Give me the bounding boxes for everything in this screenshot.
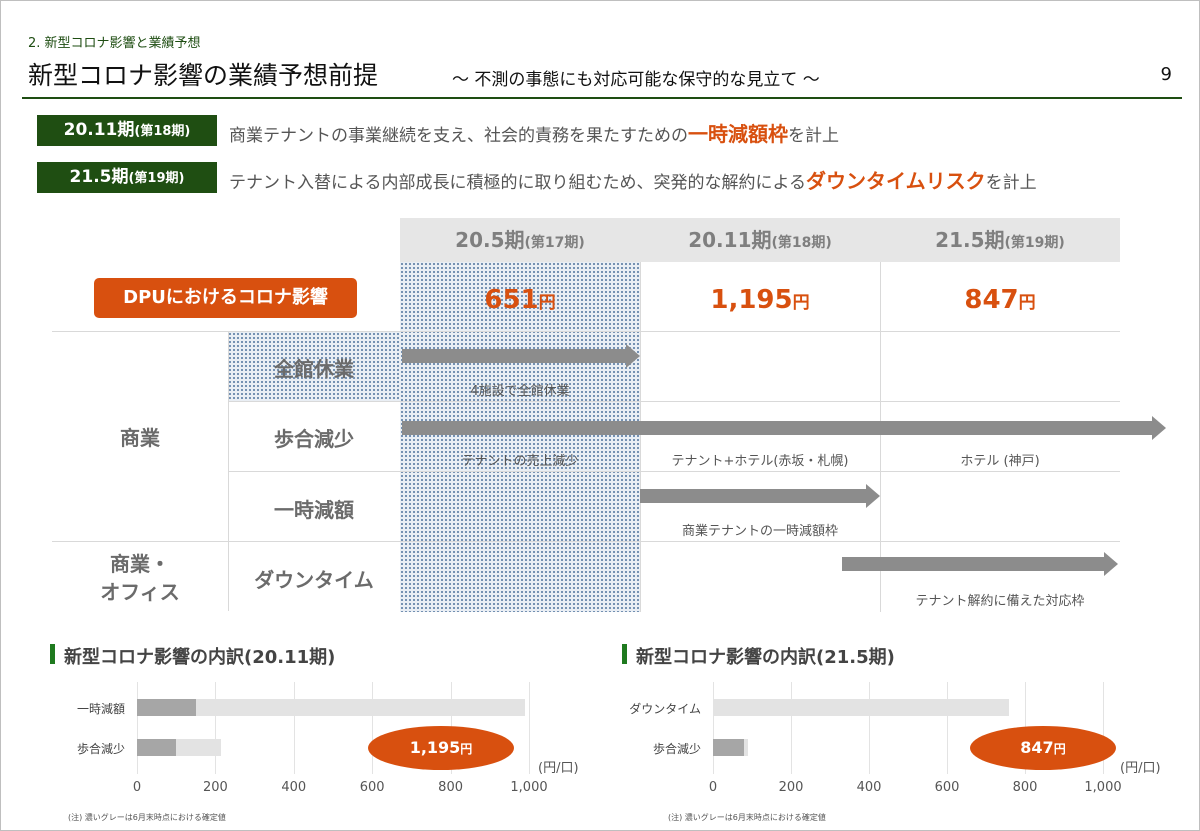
x-tick-label: 1,000 (1084, 780, 1122, 795)
x-tick-label: 800 (1012, 780, 1038, 795)
arrow-closure (402, 349, 626, 363)
col-header-19: 21.5期(第19期) (935, 228, 1065, 252)
page-subtitle: ～ 不測の事態にも対応可能な保守的な見立て ～ (452, 70, 820, 90)
caption-rent-drop-17: テナントの売上減少 (461, 454, 579, 469)
bar-segment (137, 699, 196, 716)
arrow-head (866, 484, 880, 508)
breakdown-marker (50, 644, 55, 664)
row-label-temp-reduction: 一時減額 (274, 498, 354, 522)
group-commercial-office: 商業・ オフィス (100, 552, 180, 604)
unit-label: (円/口) (538, 761, 579, 776)
note-highlight: ダウンタイムリスク (805, 169, 986, 193)
bar-segment (713, 739, 745, 756)
caption-closure: 4施設で全館休業 (470, 384, 570, 399)
category-label: ダウンタイム (629, 702, 701, 716)
chart-gridline (869, 682, 870, 774)
x-tick-label: 0 (708, 780, 718, 795)
chart-gridline (791, 682, 792, 774)
note-19: テナント入替による内部成長に積極的に取り組むため、突発的な解約によるダウンタイム… (229, 169, 1037, 193)
bar-segment (137, 739, 177, 756)
x-tick-label: 600 (934, 780, 960, 795)
grid-line (52, 541, 1120, 542)
x-tick-label: 400 (856, 780, 882, 795)
page-number: 9 (1160, 64, 1172, 85)
arrow-rent-drop (402, 421, 1152, 435)
x-tick-label: 600 (359, 780, 385, 795)
breakdown-chart-18: 0 200 400 600 800 1,000 一時減額歩合減少 (0, 670, 600, 800)
chart-gridline (293, 682, 295, 774)
note-18: 商業テナントの事業継続を支え、社会的責務を果たすための一時減額枠を計上 (229, 122, 839, 146)
page-title: 新型コロナ影響の業績予想前提 (28, 61, 379, 90)
chart-gridline (713, 682, 714, 774)
category-label: 歩合減少 (652, 742, 701, 756)
period-tag-19: 21.5期(第19期) (37, 162, 217, 193)
arrow-head (1152, 416, 1166, 440)
grid-line (52, 331, 1120, 332)
note-highlight: 一時減額枠 (688, 122, 788, 146)
caption-downtime: テナント解約に備えた対応枠 (915, 594, 1085, 609)
caption-rent-drop-19: ホテル (神戸) (960, 454, 1040, 469)
col-header-18: 20.11期(第18期) (688, 228, 832, 252)
section-label: 2. 新型コロナ影響と業績予想 (28, 36, 201, 51)
dpu-value-17: 651円 (484, 285, 556, 315)
chart-gridline (947, 682, 948, 774)
breakdown-marker (622, 644, 627, 664)
category-label: 一時減額 (76, 702, 125, 716)
x-tick-label: 0 (132, 780, 142, 795)
row-label-downtime: ダウンタイム (254, 568, 374, 592)
chart-gridline (1103, 682, 1104, 774)
x-tick-label: 200 (778, 780, 804, 795)
grid-line (228, 401, 1120, 402)
row-label-closure: 全館休業 (274, 357, 354, 381)
group-commercial: 商業 (120, 426, 160, 450)
row-label-rent-drop: 歩合減少 (274, 427, 354, 451)
chart-gridline (137, 682, 138, 774)
chart-gridline (372, 682, 374, 774)
chart-gridline (215, 682, 217, 774)
breakdown-title-18: 新型コロナ影響の内訳(20.11期) (64, 647, 336, 668)
arrow-temp-reduction (640, 489, 866, 503)
col-header-17: 20.5期(第17期) (455, 228, 585, 252)
bar-segment (195, 699, 526, 716)
caption-rent-drop-18: テナント+ホテル(赤坂・札幌) (671, 454, 849, 469)
breakdown-title-19: 新型コロナ影響の内訳(21.5期) (636, 647, 895, 668)
grid-line (228, 471, 1120, 472)
dpu-value-18: 1,195円 (710, 285, 810, 315)
bar-segment (176, 739, 222, 756)
category-label: 歩合減少 (76, 742, 125, 756)
caption-temp-reduction: 商業テナントの一時減額枠 (681, 524, 838, 539)
x-tick-label: 400 (281, 780, 307, 795)
chart-gridline (529, 682, 530, 774)
unit-label: (円/口) (1120, 761, 1161, 776)
x-tick-label: 200 (202, 780, 228, 795)
dotted-cell-closure (228, 332, 400, 402)
grid-line (228, 331, 229, 611)
total-badge-18: 1,195円 (368, 726, 514, 770)
arrow-head (626, 344, 640, 368)
dpu-value-19: 847円 (964, 285, 1036, 315)
footnote: (注) 濃いグレーは6月末時点における確定値 (68, 813, 226, 822)
period-tag-18: 20.11期(第18期) (37, 115, 217, 146)
grid-line (640, 262, 641, 612)
footnote: (注) 濃いグレーは6月末時点における確定値 (668, 813, 826, 822)
column-headers: 20.5期(第17期) 20.11期(第18期) 21.5期(第19期) (400, 218, 1120, 262)
bar-segment (744, 739, 749, 756)
total-badge-19: 847円 (970, 726, 1116, 770)
grid-line (880, 262, 881, 612)
bar-segment (713, 699, 1010, 716)
arrow-downtime (842, 557, 1104, 571)
x-tick-label: 1,000 (510, 780, 548, 795)
arrow-head (1104, 552, 1118, 576)
title-rule (22, 97, 1182, 99)
dotted-column-17 (400, 262, 640, 612)
x-tick-label: 800 (438, 780, 463, 795)
dpu-impact-label: DPUにおけるコロナ影響 (94, 278, 357, 318)
